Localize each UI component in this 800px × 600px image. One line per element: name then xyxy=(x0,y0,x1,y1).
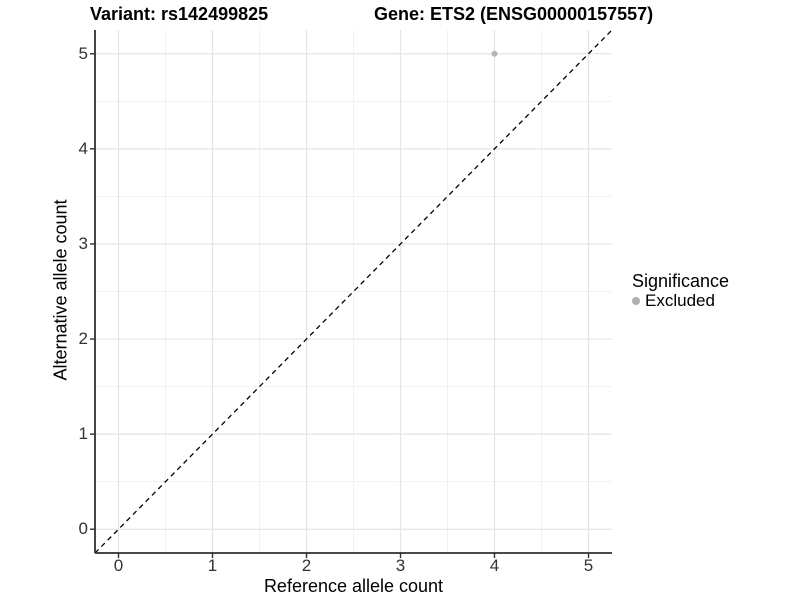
identity-line xyxy=(94,29,613,554)
data-point xyxy=(491,50,498,57)
x-tick-label-5: 5 xyxy=(583,556,594,575)
plot-title-gene: Gene: ETS2 (ENSG00000157557) xyxy=(374,4,654,24)
x-tick-label-0: 0 xyxy=(113,556,124,575)
y-tick-label-4: 4 xyxy=(78,138,88,158)
y-axis-title: Alternative allele count xyxy=(50,199,71,381)
legend-item-excluded: Excluded xyxy=(632,292,729,310)
y-tick-label-0: 0 xyxy=(78,519,88,539)
y-tick-label-2: 2 xyxy=(78,329,88,349)
y-tick-label-3: 3 xyxy=(78,233,88,253)
x-axis-title: Reference allele count xyxy=(263,576,444,596)
x-tick-label-1: 1 xyxy=(207,556,218,575)
x-tick-label-3: 3 xyxy=(395,556,406,575)
legend-point-icon xyxy=(632,297,640,305)
legend-title: Significance xyxy=(632,271,730,291)
plot-title-variant: Variant: rs142499825 xyxy=(90,4,269,24)
legend: Significance Excluded xyxy=(632,272,729,310)
x-tick-label-2: 2 xyxy=(301,556,312,575)
y-tick-label-1: 1 xyxy=(78,424,88,444)
y-tick-label-5: 5 xyxy=(78,43,88,63)
x-tick-label-4: 4 xyxy=(489,556,500,575)
legend-item-label: Excluded xyxy=(645,291,715,310)
